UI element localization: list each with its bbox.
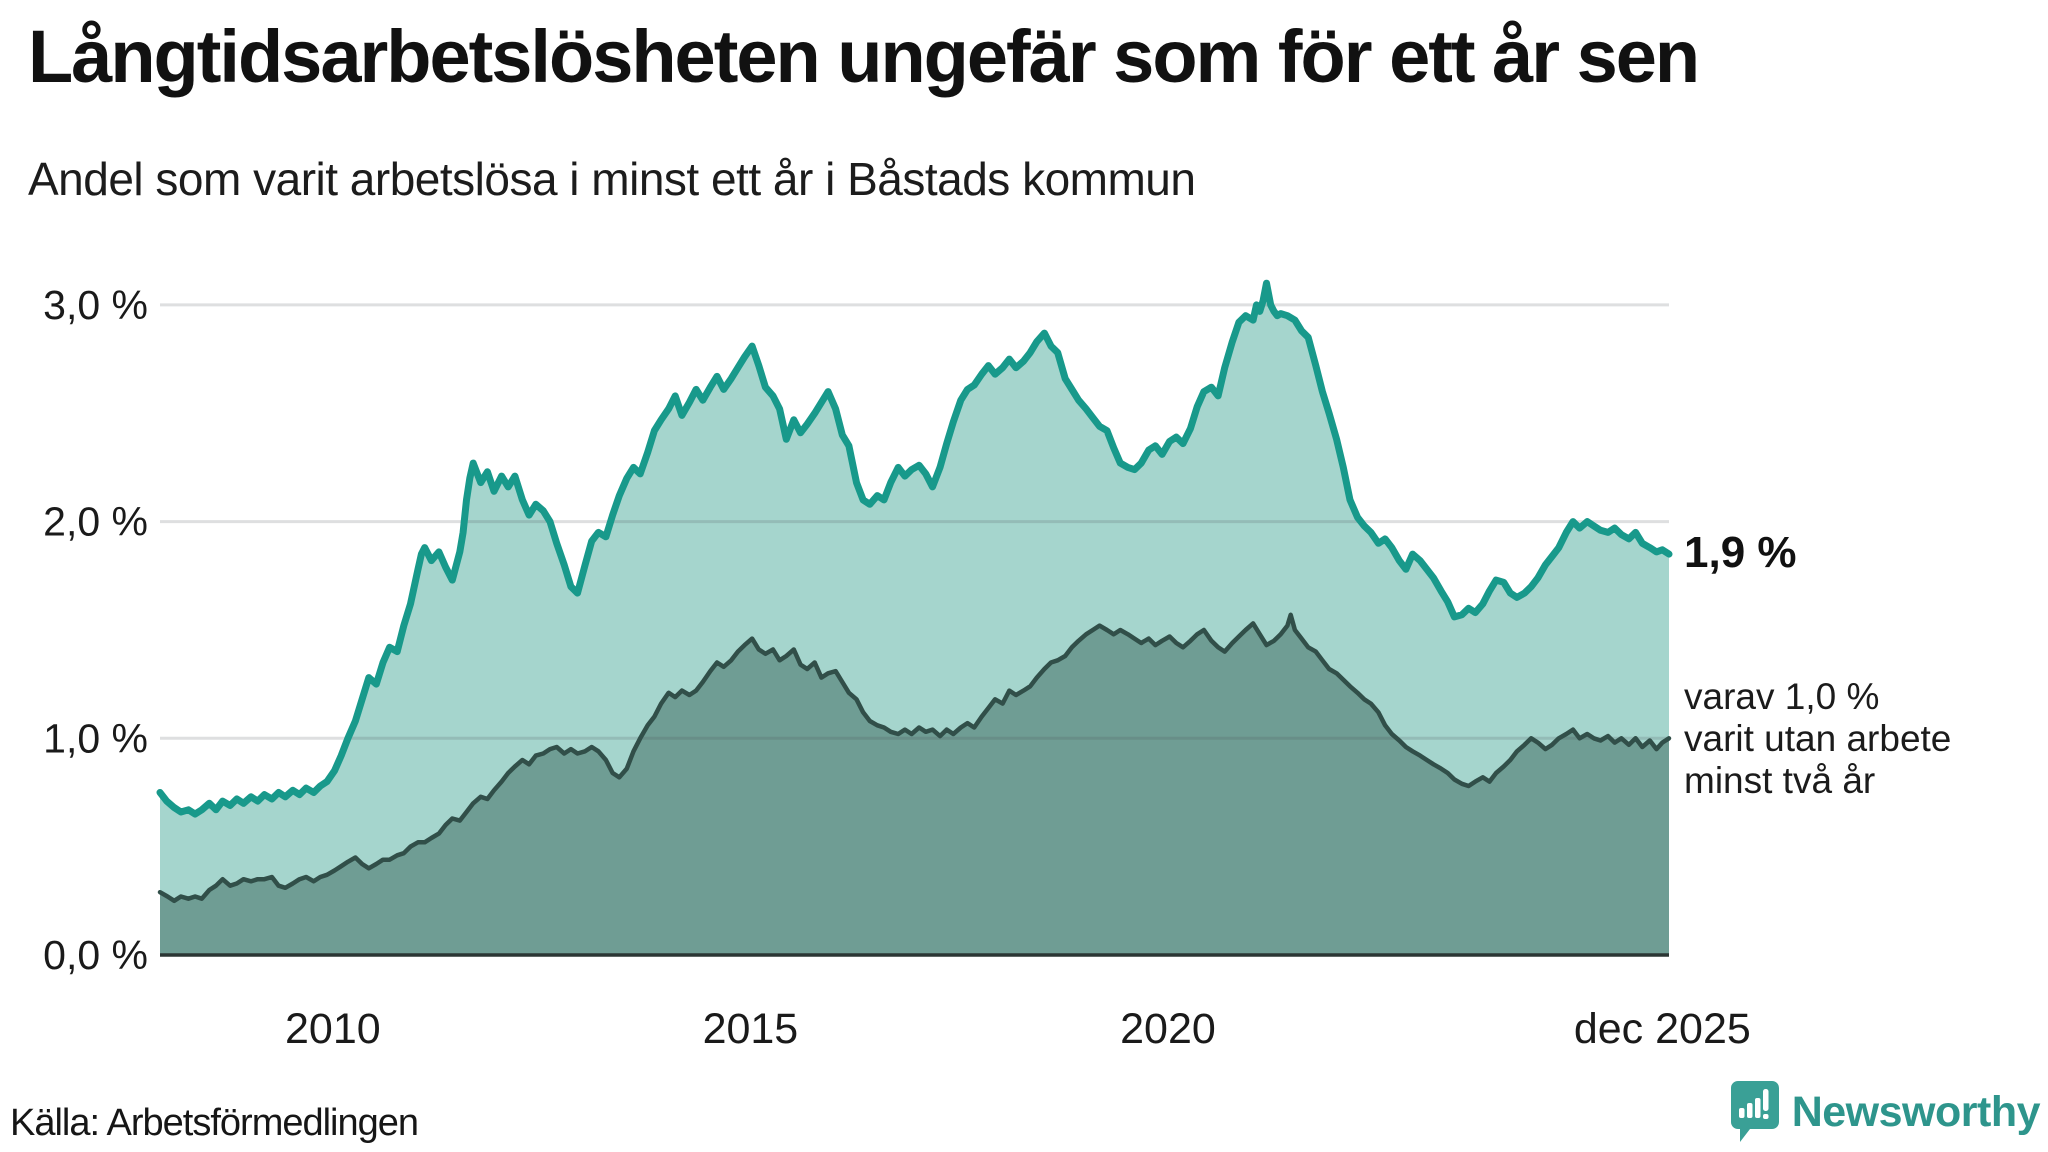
series-twoyear-line (157, 612, 1672, 904)
y-axis-tick-labels: 0,0 % 1,0 % 2,0 % 3,0 % (43, 282, 148, 978)
newsworthy-logo-text: Newsworthy (1791, 1087, 2041, 1136)
y-tick-label: 3,0 % (43, 282, 148, 328)
x-tick-label: 2015 (703, 1005, 799, 1053)
page-title: Långtidsarbetslösheten ungefär som för e… (28, 15, 1700, 98)
y-tick-label: 2,0 % (43, 499, 148, 545)
x-tick-label: dec 2025 (1574, 1005, 1751, 1053)
series-twoyear-area-fill (160, 614, 1669, 955)
x-axis-tick-labels: 2010 2015 2020 dec 2025 (285, 1005, 1751, 1053)
x-tick-label: 2020 (1120, 1005, 1216, 1053)
series-total-line (156, 279, 1673, 818)
y-tick-label: 1,0 % (43, 715, 148, 761)
secondary-annotation-line3: minst två år (1684, 760, 1876, 801)
speech-bubble-bar-chart-icon (1730, 1081, 1779, 1142)
newsworthy-logo: Newsworthy (1730, 1080, 2041, 1144)
source-note: Källa: Arbetsförmedlingen (10, 1102, 419, 1144)
gridlines (160, 303, 1669, 740)
y-tick-label: 0,0 % (43, 932, 148, 978)
secondary-annotation-line2: varit utan arbete (1684, 718, 1952, 759)
end-value-annotation: 1,9 % (1684, 528, 1797, 577)
secondary-annotation-line1: varav 1,0 % (1684, 676, 1880, 717)
page-subtitle: Andel som varit arbetslösa i minst ett å… (28, 153, 1196, 205)
secondary-series-annotation: varav 1,0 % varit utan arbete minst två … (1684, 676, 1951, 802)
x-tick-label: 2010 (285, 1005, 381, 1053)
